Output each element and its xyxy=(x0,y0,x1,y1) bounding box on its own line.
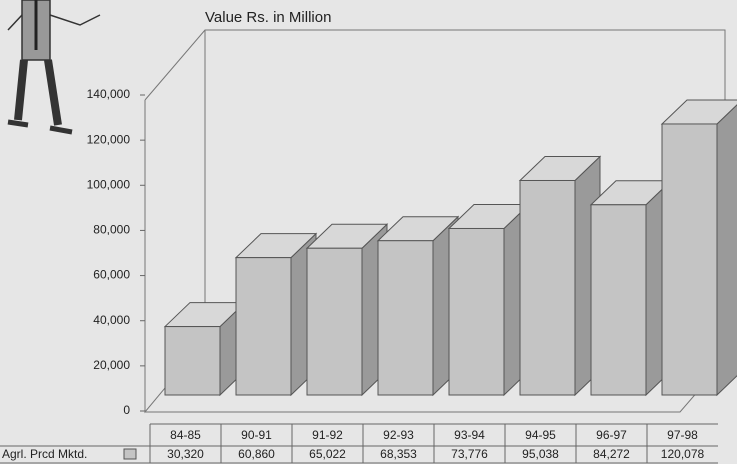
bar xyxy=(164,326,221,396)
x-tick-label: 97-98 xyxy=(667,428,698,442)
bar xyxy=(519,179,576,396)
bar-side xyxy=(716,104,737,397)
value-label: 30,320 xyxy=(167,447,204,461)
y-tick-label: 120,000 xyxy=(87,132,131,146)
legend-label: Agrl. Prcd Mktd. xyxy=(2,447,87,461)
x-tick-label: 93-94 xyxy=(454,428,485,442)
x-tick-label: 94-95 xyxy=(525,428,556,442)
chart-title: Value Rs. in Million xyxy=(205,9,331,26)
legend-swatch xyxy=(123,448,137,460)
cartoon-figure xyxy=(7,0,101,135)
value-label: 84,272 xyxy=(593,447,630,461)
x-tick-label: 92-93 xyxy=(383,428,414,442)
x-tick-label: 90-91 xyxy=(241,428,272,442)
value-label: 60,860 xyxy=(238,447,275,461)
y-tick-label: 100,000 xyxy=(87,177,131,191)
value-label: 120,078 xyxy=(661,447,705,461)
value-label: 73,776 xyxy=(451,447,488,461)
value-label: 95,038 xyxy=(522,447,559,461)
bar xyxy=(590,204,647,396)
bar xyxy=(661,123,718,396)
y-tick-label: 20,000 xyxy=(93,358,130,372)
x-tick-label: 84-85 xyxy=(170,428,201,442)
x-tick-label: 96-97 xyxy=(596,428,627,442)
y-tick-label: 60,000 xyxy=(93,268,130,282)
y-tick-label: 80,000 xyxy=(93,223,130,237)
y-tick-label: 40,000 xyxy=(93,313,130,327)
value-label: 68,353 xyxy=(380,447,417,461)
bar xyxy=(377,240,434,396)
x-tick-label: 91-92 xyxy=(312,428,343,442)
bar xyxy=(235,257,292,396)
bar xyxy=(448,227,505,396)
bar xyxy=(306,247,363,396)
value-label: 65,022 xyxy=(309,447,346,461)
y-tick-label: 140,000 xyxy=(87,87,131,101)
y-tick-label: 0 xyxy=(123,403,130,417)
